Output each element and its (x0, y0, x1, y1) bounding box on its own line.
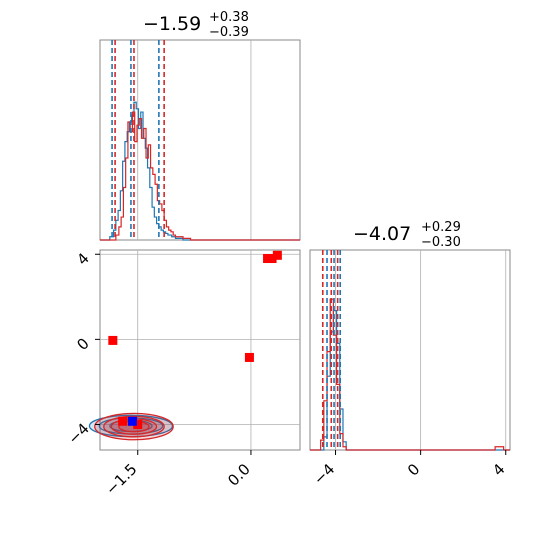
scatter-ytick-label-0: −4 (64, 420, 92, 448)
hist1-grid (137, 40, 252, 240)
blue-marker-0 (127, 416, 137, 426)
scatter-ytick-label-1: 0 (73, 334, 92, 353)
scatter-markers (108, 250, 282, 429)
scatter-xtick-label-1: 0.0 (224, 460, 254, 490)
hist2-title-median: −4.07 (353, 223, 411, 245)
hist1-series (100, 101, 300, 241)
hist1-frame (99, 39, 301, 241)
hist1-quantile-lines (111, 40, 165, 240)
hist-panel-1: −1.59 +0.38 −0.39 (99, 10, 301, 241)
scatter-y-ticks: −4 0 4 (64, 249, 100, 448)
red-marker-6 (133, 419, 143, 429)
hist2-xtick-label-0: −4 (310, 460, 338, 488)
hist1-title-plus: +0.38 (209, 10, 249, 25)
hist2-series-1 (310, 298, 510, 451)
hist-panel-2: −4.07 +0.29 −0.30 −4 0 4 (309, 220, 511, 488)
hist2-quantile-lines (321, 250, 342, 450)
scatter-ytick-label-2: 4 (73, 249, 92, 268)
scatter-panel: −1.5 0.0 −4 0 4 (64, 249, 301, 499)
red-marker-1 (244, 352, 254, 362)
hist2-title-plus: +0.29 (421, 220, 461, 235)
hist2-xtick-label-2: 4 (489, 460, 508, 479)
red-marker-3 (267, 254, 277, 264)
red-marker-2 (263, 254, 273, 264)
hist2-title-minus: −0.30 (421, 235, 461, 250)
hist1-title-median: −1.59 (143, 13, 201, 35)
scatter-x-ticks: −1.5 0.0 (102, 450, 254, 499)
hist2-grid (335, 250, 507, 450)
hist2-x-ticks: −4 0 4 (310, 450, 509, 488)
hist1-title-minus: −0.39 (209, 25, 249, 40)
hist1-series-1 (100, 111, 300, 241)
red-marker-5 (118, 416, 128, 426)
scatter-xtick-label-0: −1.5 (102, 460, 140, 498)
red-marker-4 (272, 250, 282, 260)
hist1-series-0 (100, 101, 300, 241)
red-marker-0 (108, 335, 118, 345)
hist2-xtick-label-1: 0 (404, 460, 423, 479)
